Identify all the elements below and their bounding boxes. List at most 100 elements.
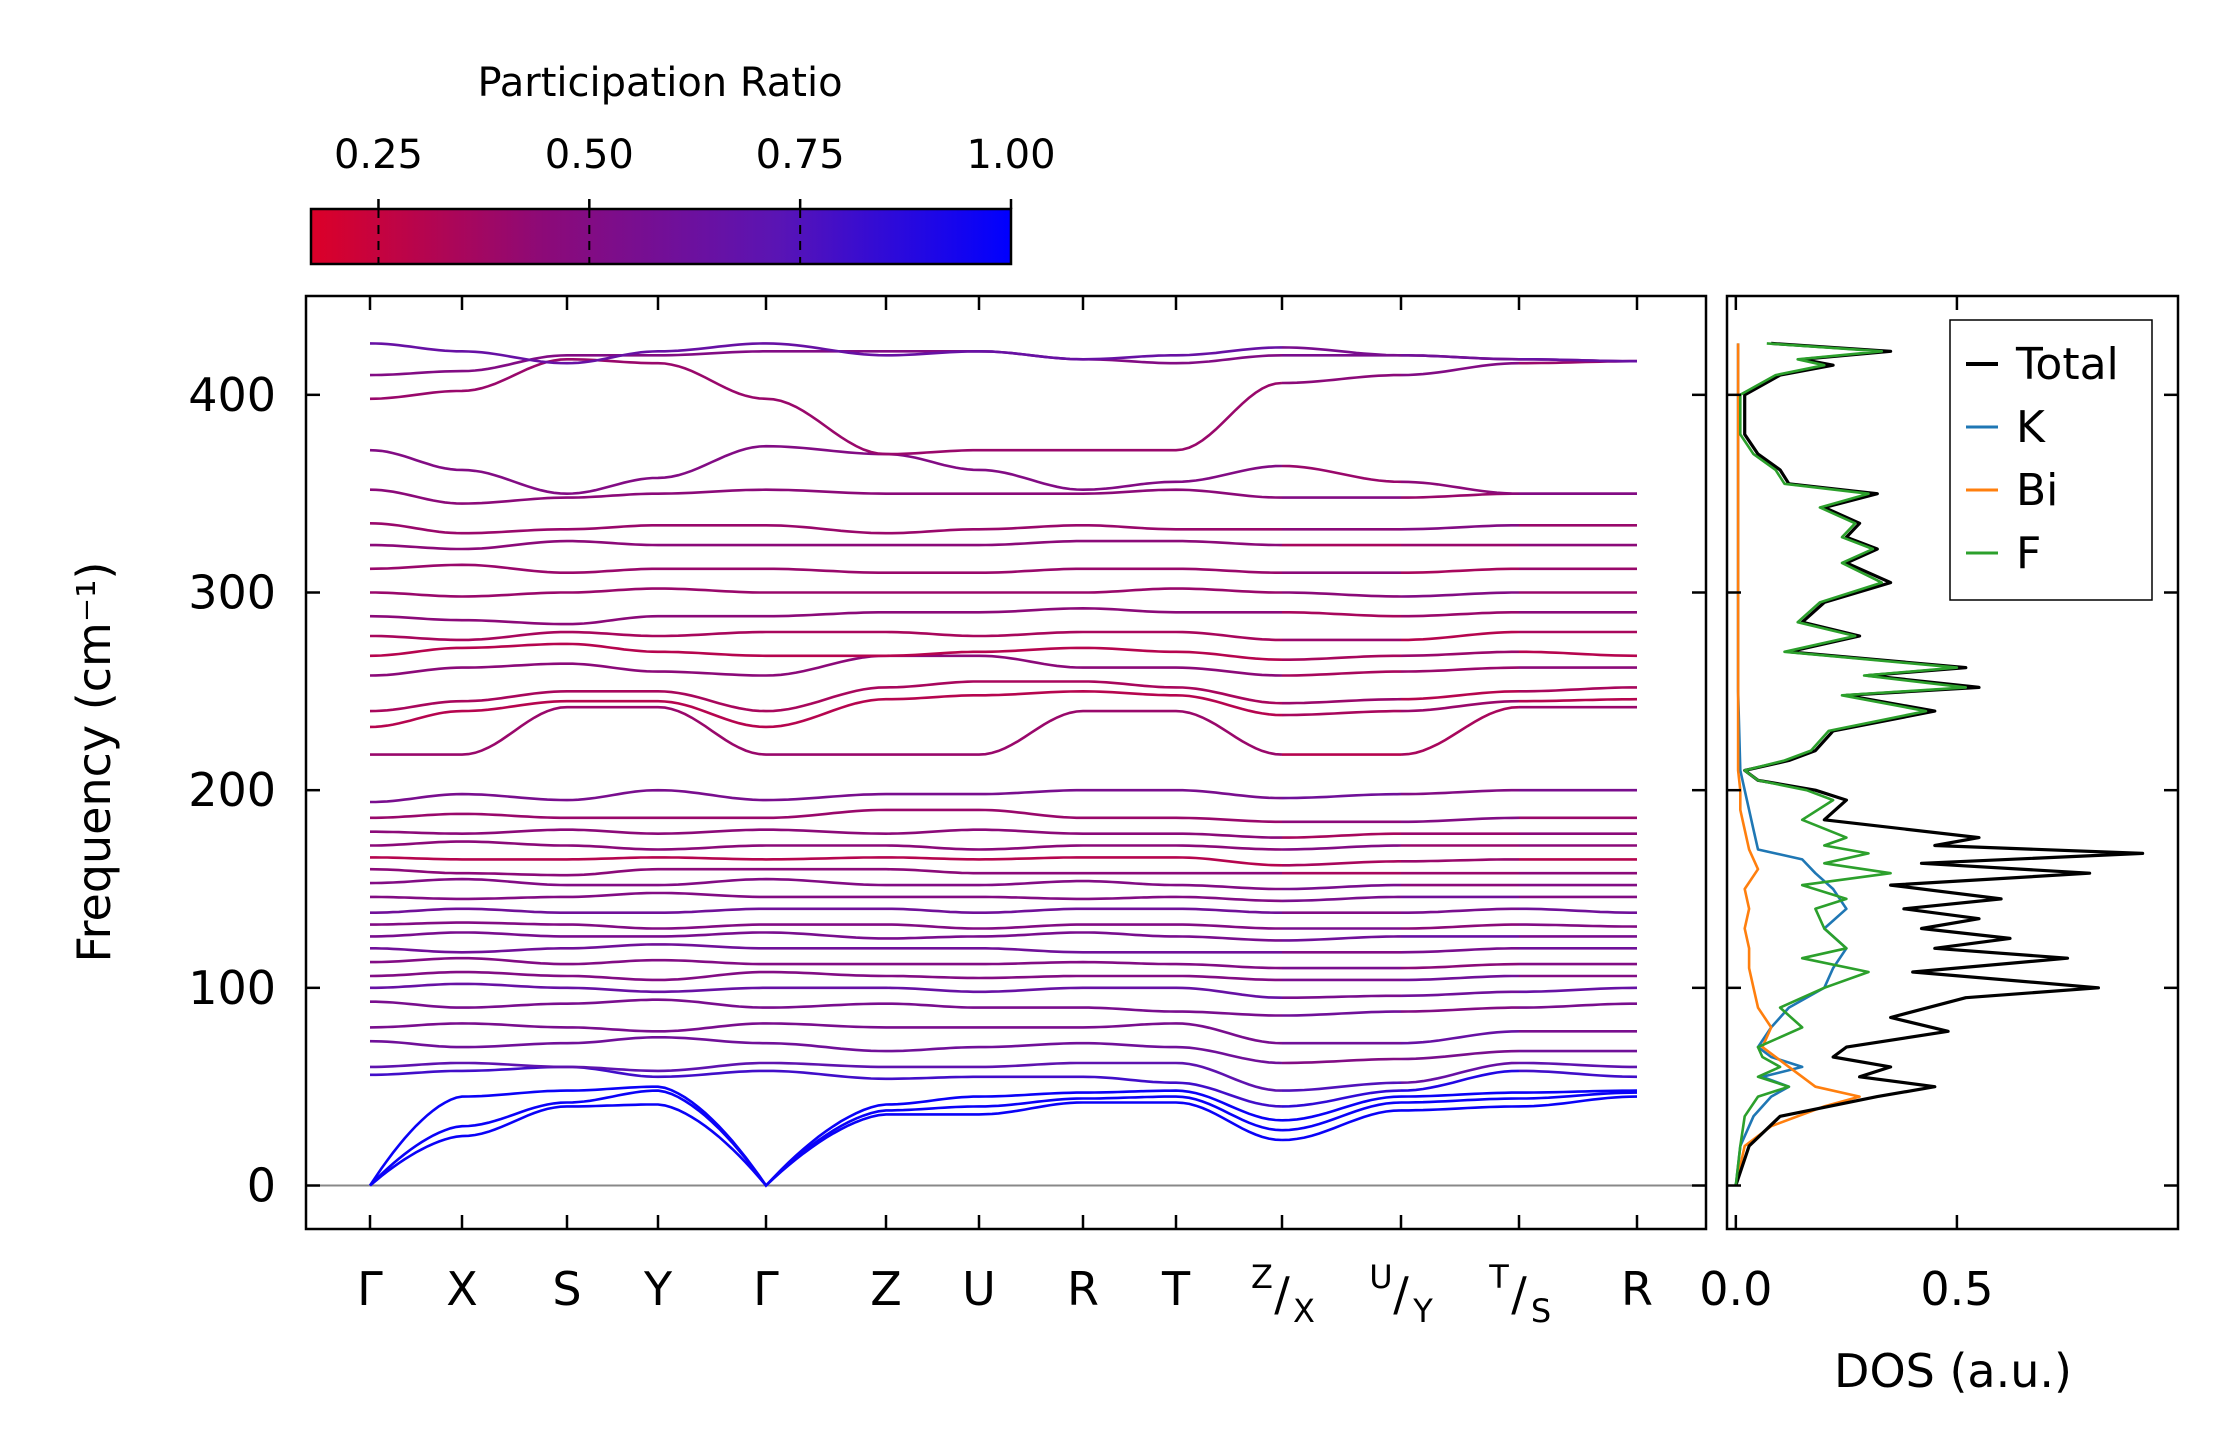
optical-branch [370,907,1282,914]
acoustic-branch [1401,1097,1520,1104]
optical-branch [370,856,1283,867]
y-tick-label: 400 [188,368,276,422]
kpoint-slash: / [1511,1267,1527,1321]
optical-branch [1281,844,1402,851]
kpoint-label: Y [643,1262,673,1316]
kpoint-slash: / [1393,1267,1409,1321]
optical-branch [370,1061,1283,1092]
kpoint-label: Γ [753,1262,779,1316]
colorbar-tick-label: 0.75 [756,132,845,178]
optical-branch [370,587,1282,598]
optical-branch [369,522,1282,535]
optical-branch [1281,1089,1402,1108]
optical-branch [1282,832,1401,839]
optical-branch [1282,654,1401,661]
optical-branch [369,444,1283,496]
acoustic-branch [1518,1095,1638,1108]
optical-branch [370,828,1282,839]
optical-branch [1401,907,1519,914]
acoustic-branch [369,1089,1283,1188]
y-axis-ticks: 0 100 200 300 400 [188,368,1706,1213]
optical-branch [1400,524,1519,531]
optical-branch [1519,1061,1637,1069]
optical-branch [369,689,1283,729]
kpoint-label: R [1067,1262,1099,1316]
optical-branch [370,998,1282,1017]
colorbar-tick-label: 0.25 [334,132,423,178]
kpoint-label: U [962,1262,996,1316]
acoustic-branch [1519,1089,1638,1094]
optical-branch [370,788,1283,804]
kpoint-label: T [1161,1262,1191,1316]
optical-branch [1400,480,1520,495]
optical-branch [1281,464,1402,484]
optical-branch [1401,354,1520,361]
optical-branch [1400,1030,1520,1045]
kpoint-sup: T [1488,1258,1509,1296]
optical-branch [370,931,1282,942]
kpoint-label-split: U / Y [1369,1258,1433,1330]
optical-branch [370,982,1283,999]
kpoint-label: R [1621,1262,1653,1316]
optical-branch [369,680,1283,713]
dos-plot-frame [1725,294,2180,1231]
optical-branch [1400,1006,1519,1013]
acoustic-branch [1401,1105,1520,1112]
optical-branch [369,970,1282,982]
optical-branch [1282,591,1402,598]
dos-series-f [1734,342,1968,1186]
legend-label: Total [2015,339,2119,390]
dos-panel: 0.0 0.5 DOS (a.u.) Total K Bi F [1699,294,2180,1398]
legend-label: Bi [2016,465,2058,516]
optical-branch [1400,1061,1520,1084]
acoustic-branch [1281,1095,1402,1122]
kpoint-label-split: T / S [1488,1258,1551,1330]
optical-branch [1519,1069,1638,1079]
optical-branch [1281,709,1401,717]
optical-branch [1400,705,1520,756]
x-axis-ticks: Γ X S Y Γ Z U R T Z / XU / YT / S R [357,296,1653,1330]
optical-branch [1519,697,1638,703]
optical-branch [1281,895,1402,903]
optical-branch [369,642,1283,661]
optical-branch [1401,923,1519,930]
acoustic-branch [368,1085,1283,1188]
colorbar-tick-label: 1.00 [966,132,1055,178]
optical-branch [370,921,1282,930]
acoustic-branch [1519,1091,1638,1100]
optical-branch [1282,994,1401,999]
band-plot-frame [304,294,1708,1231]
optical-branch [1400,699,1520,713]
y-tick-label: 300 [188,566,276,620]
optical-branch [1519,986,1638,994]
y-tick-label: 0 [247,1159,276,1213]
optical-branch [1401,567,1519,574]
optical-branch [1519,923,1638,928]
colorbar-gradient [309,207,1013,266]
optical-branch [1400,990,1519,998]
optical-branch [1519,686,1637,693]
kpoint-sup: U [1369,1258,1392,1296]
y-axis-title: Frequency (cm⁻¹) [67,562,121,963]
optical-branch [1401,974,1519,982]
kpoint-slash: / [1274,1267,1290,1321]
dos-series-bi [1734,343,1861,1186]
optical-branch [1519,907,1637,914]
legend: Total K Bi F [1949,319,2153,601]
optical-branch [1400,591,1519,598]
acoustic-branch [1400,1091,1519,1098]
optical-branch [1401,858,1519,863]
kpoint-sub: S [1531,1292,1551,1330]
colorbar-tick-label: 0.50 [545,132,634,178]
optical-branch [1400,361,1520,377]
optical-branch [369,1022,1283,1045]
optical-branch [1282,883,1401,891]
optical-branch [370,630,1282,642]
optical-branch [1400,1069,1520,1092]
optical-branch [370,840,1283,851]
optical-branch [369,877,1282,891]
legend-label: K [2016,402,2046,453]
optical-branch [1281,792,1402,800]
optical-branch [1400,947,1519,954]
kpoint-sub: Y [1412,1292,1433,1330]
